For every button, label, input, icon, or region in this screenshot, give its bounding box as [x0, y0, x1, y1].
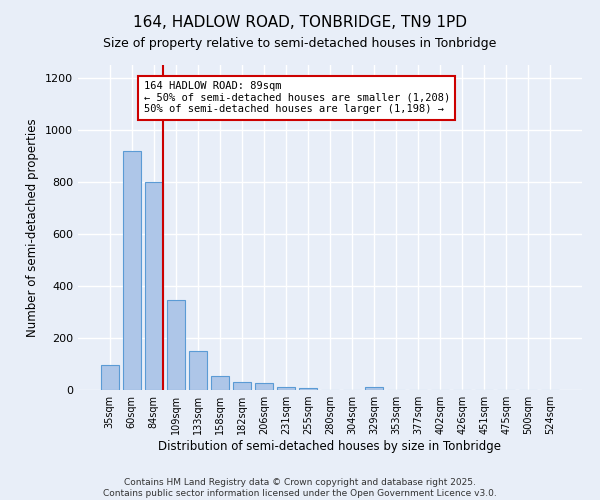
- Bar: [255, 382, 273, 390]
- Bar: [123, 151, 140, 390]
- Text: 164, HADLOW ROAD, TONBRIDGE, TN9 1PD: 164, HADLOW ROAD, TONBRIDGE, TN9 1PD: [133, 15, 467, 30]
- Bar: [233, 382, 251, 390]
- Bar: [189, 351, 206, 390]
- Y-axis label: Number of semi-detached properties: Number of semi-detached properties: [26, 118, 40, 337]
- Text: Size of property relative to semi-detached houses in Tonbridge: Size of property relative to semi-detach…: [103, 38, 497, 51]
- Bar: [145, 182, 163, 390]
- X-axis label: Distribution of semi-detached houses by size in Tonbridge: Distribution of semi-detached houses by …: [158, 440, 502, 453]
- Text: Contains HM Land Registry data © Crown copyright and database right 2025.
Contai: Contains HM Land Registry data © Crown c…: [103, 478, 497, 498]
- Bar: [167, 300, 185, 390]
- Text: 164 HADLOW ROAD: 89sqm
← 50% of semi-detached houses are smaller (1,208)
50% of : 164 HADLOW ROAD: 89sqm ← 50% of semi-det…: [143, 81, 450, 114]
- Bar: [365, 388, 383, 390]
- Bar: [277, 387, 295, 390]
- Bar: [211, 376, 229, 390]
- Bar: [299, 388, 317, 390]
- Bar: [101, 366, 119, 390]
